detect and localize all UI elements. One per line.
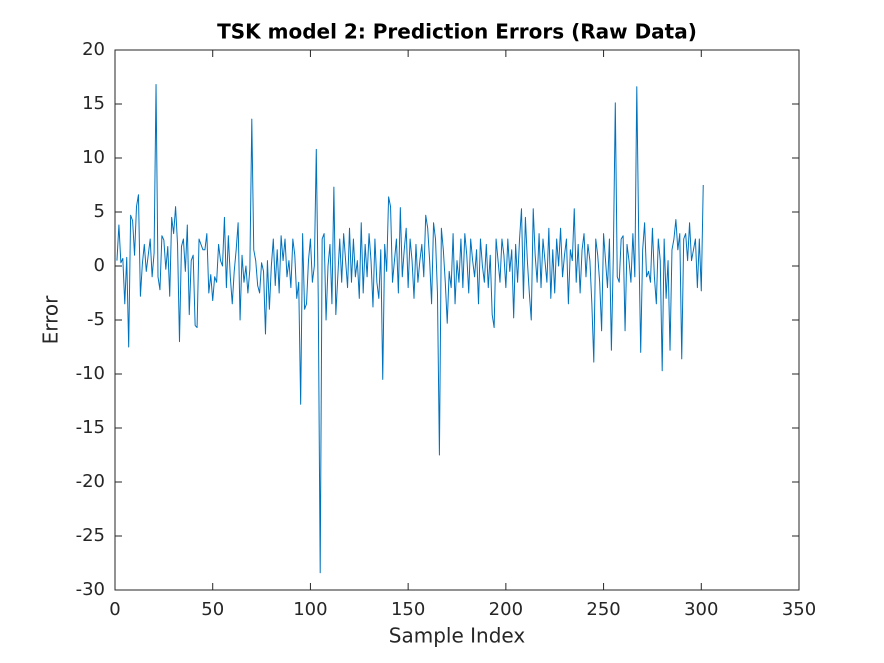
x-tick-label: 100 [293,599,327,620]
x-axis-label: Sample Index [389,624,526,648]
y-tick-label: 20 [82,39,105,60]
chart-title: TSK model 2: Prediction Errors (Raw Data… [217,20,697,44]
y-tick-label: -20 [76,471,105,492]
y-axis-label: Error [39,295,63,345]
y-tick-label: 10 [82,147,105,168]
x-tick-label: 250 [586,599,620,620]
y-tick-label: -5 [87,309,105,330]
x-tick-label: 200 [489,599,523,620]
data-line [116,84,704,574]
x-tick-label: 300 [684,599,718,620]
y-tick-label: -10 [76,363,105,384]
y-tick-label: 15 [82,93,105,114]
y-tick-label: -25 [76,525,105,546]
x-tick-label: 350 [782,599,816,620]
y-tick-label: -30 [76,579,105,600]
y-tick-label: 5 [94,201,105,222]
y-tick-label: 0 [94,255,105,276]
y-tick-label: -15 [76,417,105,438]
x-tick-label: 50 [201,599,224,620]
x-tick-label: 0 [109,599,120,620]
x-tick-label: 150 [391,599,425,620]
